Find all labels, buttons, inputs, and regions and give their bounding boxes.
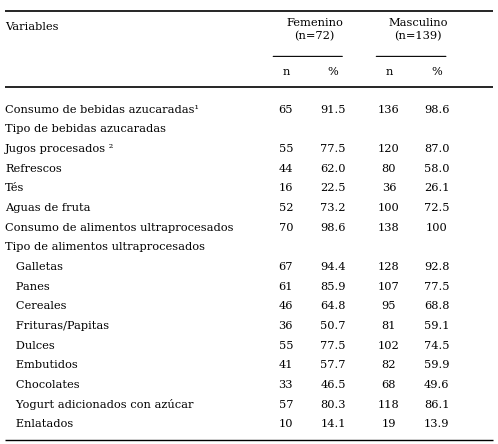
Text: 41: 41: [278, 361, 293, 370]
Text: 74.5: 74.5: [424, 341, 450, 351]
Text: 77.5: 77.5: [320, 144, 346, 154]
Text: Embutidos: Embutidos: [5, 361, 78, 370]
Text: 82: 82: [381, 361, 396, 370]
Text: Consumo de alimentos ultraprocesados: Consumo de alimentos ultraprocesados: [5, 223, 234, 233]
Text: 67: 67: [278, 262, 293, 272]
Text: 107: 107: [378, 282, 400, 292]
Text: Tipo de alimentos ultraprocesados: Tipo de alimentos ultraprocesados: [5, 242, 205, 252]
Text: 57.7: 57.7: [320, 361, 346, 370]
Text: Yogurt adicionados con azúcar: Yogurt adicionados con azúcar: [5, 399, 194, 410]
Text: 55: 55: [278, 144, 293, 154]
Text: 73.2: 73.2: [320, 203, 346, 213]
Text: 86.1: 86.1: [424, 400, 450, 410]
Text: 46: 46: [278, 301, 293, 311]
Text: 14.1: 14.1: [320, 420, 346, 429]
Text: 68: 68: [381, 380, 396, 390]
Text: 81: 81: [381, 321, 396, 331]
Text: 80: 80: [381, 164, 396, 174]
Text: 80.3: 80.3: [320, 400, 346, 410]
Text: Cereales: Cereales: [5, 301, 66, 311]
Text: Masculino
(n=139): Masculino (n=139): [388, 18, 448, 41]
Text: 77.5: 77.5: [320, 341, 346, 351]
Text: 138: 138: [378, 223, 400, 233]
Text: Femenino
(n=72): Femenino (n=72): [286, 18, 343, 41]
Text: 98.6: 98.6: [320, 223, 346, 233]
Text: 77.5: 77.5: [424, 282, 450, 292]
Text: Jugos procesados ²: Jugos procesados ²: [5, 144, 115, 154]
Text: 13.9: 13.9: [424, 420, 450, 429]
Text: 61: 61: [278, 282, 293, 292]
Text: 100: 100: [426, 223, 448, 233]
Text: %: %: [328, 67, 339, 77]
Text: 59.1: 59.1: [424, 321, 450, 331]
Text: Aguas de fruta: Aguas de fruta: [5, 203, 91, 213]
Text: 65: 65: [278, 105, 293, 115]
Text: 70: 70: [278, 223, 293, 233]
Text: 120: 120: [378, 144, 400, 154]
Text: 95: 95: [381, 301, 396, 311]
Text: 22.5: 22.5: [320, 183, 346, 194]
Text: 10: 10: [278, 420, 293, 429]
Text: 36: 36: [278, 321, 293, 331]
Text: 52: 52: [278, 203, 293, 213]
Text: 26.1: 26.1: [424, 183, 450, 194]
Text: 94.4: 94.4: [320, 262, 346, 272]
Text: 46.5: 46.5: [320, 380, 346, 390]
Text: 50.7: 50.7: [320, 321, 346, 331]
Text: Chocolates: Chocolates: [5, 380, 80, 390]
Text: Panes: Panes: [5, 282, 50, 292]
Text: 55: 55: [278, 341, 293, 351]
Text: 58.0: 58.0: [424, 164, 450, 174]
Text: 136: 136: [378, 105, 400, 115]
Text: 59.9: 59.9: [424, 361, 450, 370]
Text: 19: 19: [381, 420, 396, 429]
Text: 57: 57: [278, 400, 293, 410]
Text: 68.8: 68.8: [424, 301, 450, 311]
Text: 49.6: 49.6: [424, 380, 450, 390]
Text: 62.0: 62.0: [320, 164, 346, 174]
Text: Galletas: Galletas: [5, 262, 63, 272]
Text: 92.8: 92.8: [424, 262, 450, 272]
Text: Refrescos: Refrescos: [5, 164, 62, 174]
Text: 85.9: 85.9: [320, 282, 346, 292]
Text: 128: 128: [378, 262, 400, 272]
Text: 118: 118: [378, 400, 400, 410]
Text: Enlatados: Enlatados: [5, 420, 73, 429]
Text: 44: 44: [278, 164, 293, 174]
Text: %: %: [431, 67, 442, 77]
Text: Variables: Variables: [5, 22, 58, 32]
Text: 36: 36: [381, 183, 396, 194]
Text: 100: 100: [378, 203, 400, 213]
Text: Consumo de bebidas azucaradas¹: Consumo de bebidas azucaradas¹: [5, 105, 199, 115]
Text: 98.6: 98.6: [424, 105, 450, 115]
Text: Frituras/Papitas: Frituras/Papitas: [5, 321, 109, 331]
Text: 102: 102: [378, 341, 400, 351]
Text: Dulces: Dulces: [5, 341, 55, 351]
Text: Tipo de bebidas azucaradas: Tipo de bebidas azucaradas: [5, 124, 166, 135]
Text: 72.5: 72.5: [424, 203, 450, 213]
Text: 16: 16: [278, 183, 293, 194]
Text: 64.8: 64.8: [320, 301, 346, 311]
Text: 87.0: 87.0: [424, 144, 450, 154]
Text: n: n: [282, 67, 289, 77]
Text: Tés: Tés: [5, 183, 24, 194]
Text: 91.5: 91.5: [320, 105, 346, 115]
Text: n: n: [385, 67, 392, 77]
Text: 33: 33: [278, 380, 293, 390]
